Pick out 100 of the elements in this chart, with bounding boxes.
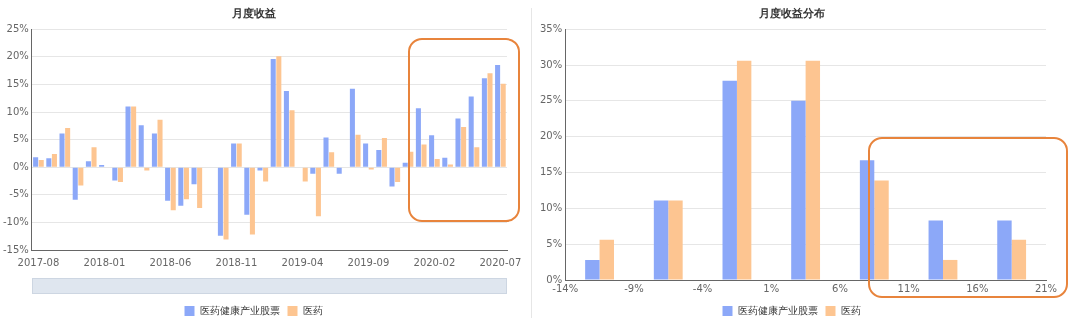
- bar: [495, 65, 501, 167]
- bar: [389, 167, 395, 187]
- x-tick-label: 2018-06: [149, 256, 192, 268]
- bar: [223, 167, 229, 240]
- bar: [38, 160, 44, 167]
- chart-title: 月度收益分布: [757, 7, 825, 21]
- bar: [434, 158, 440, 167]
- y-tick-label: 0%: [12, 160, 29, 172]
- bar: [302, 167, 308, 182]
- y-tick-label: 20%: [6, 50, 29, 62]
- bar: [421, 144, 427, 167]
- legend-label: 医药: [840, 304, 861, 316]
- bar: [447, 164, 453, 167]
- x-tick-label: 2020-02: [413, 256, 456, 268]
- bar: [33, 157, 39, 167]
- legend-label: 医药: [302, 304, 323, 316]
- bar: [249, 167, 255, 235]
- y-tick-label: -5%: [9, 188, 29, 200]
- legend-label: 医药健康产业股票: [737, 304, 818, 316]
- x-tick-label: -4%: [692, 282, 713, 294]
- x-tick-label: 2019-04: [281, 256, 324, 268]
- x-tick-label: 16%: [966, 282, 989, 294]
- bar: [78, 167, 84, 186]
- bar: [270, 59, 276, 167]
- bar: [46, 158, 52, 167]
- x-tick-label: 21%: [1034, 282, 1058, 294]
- y-tick-label: 15%: [539, 166, 563, 178]
- bar: [289, 110, 295, 167]
- x-tick-label: 11%: [897, 282, 920, 294]
- bar: [217, 167, 223, 236]
- y-tick-label: 20%: [539, 130, 563, 142]
- legend-label: 医药健康产业股票: [199, 304, 280, 316]
- x-tick-label: 2018-11: [215, 256, 258, 268]
- x-tick-label: -9%: [624, 282, 644, 294]
- y-tick-label: 5%: [546, 237, 563, 249]
- bar: [487, 73, 493, 167]
- bar: [257, 167, 263, 171]
- bar: [263, 167, 269, 182]
- bar: [125, 106, 131, 167]
- bar: [178, 167, 184, 206]
- bar: [468, 96, 474, 167]
- x-tick-label: 2017-08: [17, 256, 60, 268]
- bar: [65, 128, 71, 167]
- y-tick-label: 25%: [539, 94, 563, 106]
- bar: [402, 162, 408, 167]
- bar: [117, 167, 123, 183]
- bar: [481, 78, 487, 167]
- bar: [59, 133, 65, 167]
- bar: [461, 126, 467, 167]
- y-tick-label: 0%: [546, 273, 563, 285]
- bar: [442, 157, 448, 167]
- y-tick-label: -15%: [2, 243, 29, 255]
- bar: [112, 167, 118, 181]
- bar: [197, 167, 203, 209]
- bar: [51, 153, 57, 167]
- bar: [349, 88, 355, 167]
- bar: [336, 167, 342, 174]
- y-tick-label: 15%: [6, 77, 29, 89]
- bar: [157, 119, 163, 167]
- bar: [355, 134, 361, 167]
- y-tick-label: 30%: [539, 58, 563, 70]
- bar: [231, 143, 237, 167]
- bar: [276, 56, 282, 167]
- bar: [144, 167, 150, 171]
- bar: [183, 167, 189, 200]
- bar: [91, 147, 97, 167]
- x-tick-label: -14%: [552, 282, 579, 294]
- bar: [376, 150, 382, 167]
- bar: [395, 167, 401, 183]
- chart-title: 月度收益: [230, 7, 276, 21]
- bar: [283, 91, 289, 167]
- x-tick-label: 1%: [763, 282, 780, 294]
- bar: [363, 143, 369, 167]
- bar: [474, 147, 480, 167]
- x-tick-label: 2020-07: [479, 256, 522, 268]
- bar: [165, 167, 171, 201]
- bar: [138, 125, 144, 167]
- bar: [151, 133, 157, 167]
- bar: [500, 83, 506, 167]
- x-tick-label: 6%: [832, 282, 848, 294]
- bar: [191, 167, 197, 185]
- bar: [131, 106, 137, 167]
- bar: [455, 118, 461, 167]
- y-tick-label: 10%: [6, 105, 29, 117]
- bar: [244, 167, 250, 215]
- y-tick-label: 35%: [539, 22, 563, 34]
- bar: [329, 152, 335, 167]
- bar: [310, 167, 316, 174]
- bar: [323, 137, 329, 167]
- y-tick-label: 25%: [6, 22, 29, 34]
- bar: [429, 135, 435, 167]
- y-tick-label: -10%: [2, 215, 29, 227]
- x-tick-label: 2019-09: [347, 256, 390, 268]
- bar: [236, 143, 242, 167]
- y-tick-label: 5%: [12, 133, 29, 145]
- bar: [415, 108, 421, 167]
- bar: [381, 137, 387, 167]
- bar: [85, 161, 91, 167]
- bar: [72, 167, 78, 200]
- y-tick-label: 10%: [539, 201, 563, 213]
